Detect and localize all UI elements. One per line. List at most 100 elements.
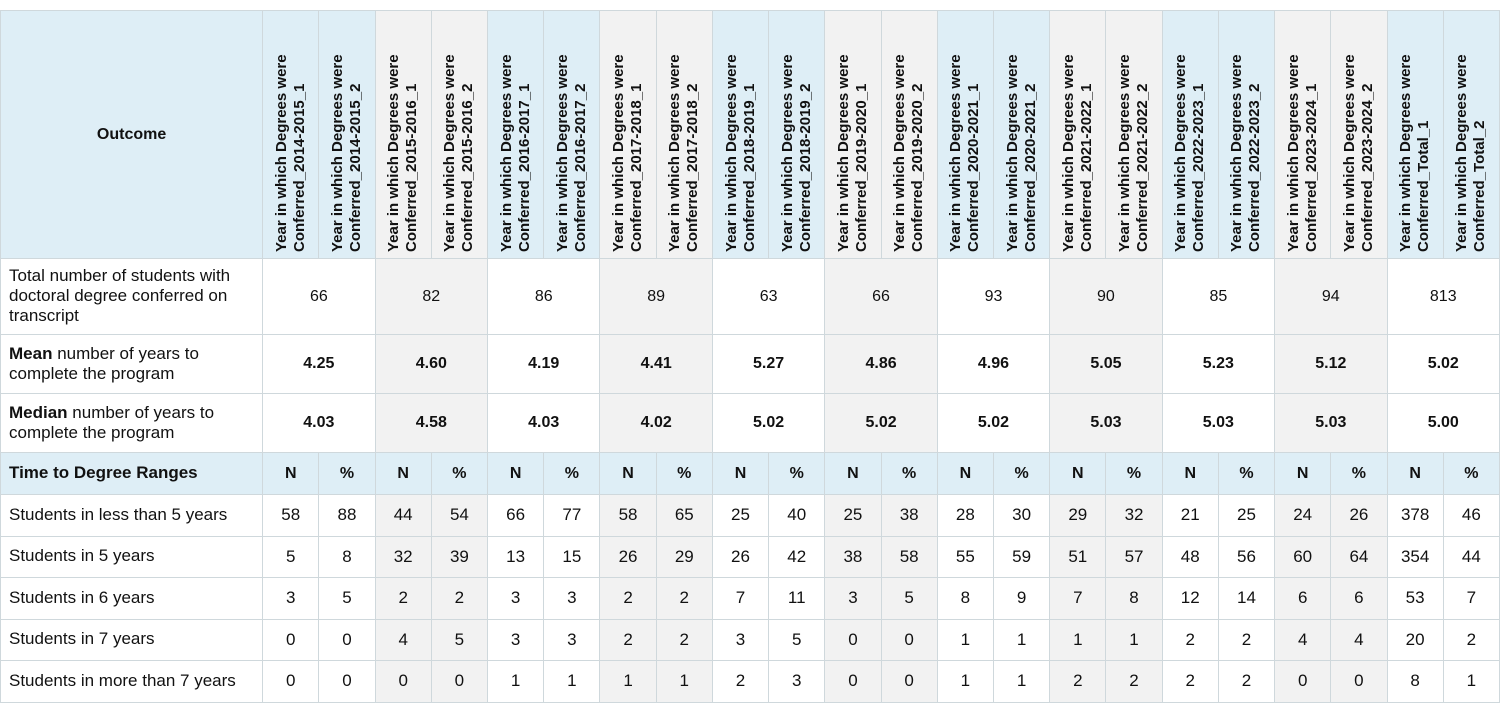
mean-years-value: 5.02 xyxy=(1386,334,1500,394)
percent-column-label: % xyxy=(992,452,1051,495)
column-header-text: Year in which Degrees were Conferred_202… xyxy=(1003,54,1039,252)
range-count-cell: 60 xyxy=(1274,535,1332,578)
median-years-value: 4.03 xyxy=(487,393,601,453)
range-count-cell: 1 xyxy=(1049,618,1107,661)
column-header-text: Year in which Degrees were Conferred_202… xyxy=(1172,54,1208,252)
range-row: Students in 6 years 3 5 2 2 3 3 2 2 7 11 3 5 8 9 7 8 12 14… xyxy=(0,577,1500,620)
range-count-cell: 28 xyxy=(936,494,994,537)
range-percent-cell: 39 xyxy=(430,535,489,578)
range-count-cell: 4 xyxy=(1274,618,1332,661)
column-header: Year in which Degrees were Conferred_202… xyxy=(1105,10,1163,259)
column-header: Year in which Degrees were Conferred_201… xyxy=(318,10,376,259)
percent-column-label: % xyxy=(655,452,713,495)
column-header: Year in which Degrees were Conferred_201… xyxy=(487,10,545,259)
column-header-text: Year in which Degrees were Conferred_202… xyxy=(947,54,983,252)
range-count-cell: 25 xyxy=(711,494,770,537)
range-percent-cell: 65 xyxy=(655,494,713,537)
range-count-cell: 354 xyxy=(1386,535,1444,578)
column-header-text: Year in which Degrees were Conferred_201… xyxy=(722,54,758,252)
range-percent-cell: 42 xyxy=(768,535,826,578)
column-header-text: Year in which Degrees were Conferred_202… xyxy=(1116,54,1152,252)
column-header: Year in which Degrees were Conferred_202… xyxy=(1274,10,1332,259)
column-header-text: Year in which Degrees were Conferred_201… xyxy=(553,54,589,252)
median-label-rest: number of years to complete the program xyxy=(9,402,215,442)
range-percent-cell: 1 xyxy=(655,660,713,703)
percent-column-label: % xyxy=(880,452,938,495)
column-header: Year in which Degrees were Conferred_201… xyxy=(655,10,713,259)
range-count-cell: 1 xyxy=(487,660,545,703)
range-count-cell: 0 xyxy=(1274,660,1332,703)
range-percent-cell: 30 xyxy=(992,494,1051,537)
column-header-text: Year in which Degrees were Conferred_202… xyxy=(1059,54,1095,252)
n-column-label: N xyxy=(936,452,994,495)
column-header: Year in which Degrees were Conferred_201… xyxy=(824,10,882,259)
range-percent-cell: 9 xyxy=(992,577,1051,620)
range-count-cell: 38 xyxy=(824,535,882,578)
range-percent-cell: 5 xyxy=(430,618,489,661)
range-percent-cell: 7 xyxy=(1442,577,1500,620)
range-percent-cell: 8 xyxy=(318,535,376,578)
median-years-value: 5.02 xyxy=(936,393,1051,453)
range-percent-cell: 3 xyxy=(543,618,601,661)
range-count-cell: 66 xyxy=(487,494,545,537)
column-header-text: Year in which Degrees were Conferred_201… xyxy=(328,54,364,252)
median-years-value: 5.03 xyxy=(1161,393,1276,453)
range-percent-cell: 1 xyxy=(1442,660,1500,703)
column-header-text: Year in which Degrees were Conferred_Tot… xyxy=(1453,54,1489,252)
range-percent-cell: 0 xyxy=(318,660,376,703)
mean-years-value: 5.23 xyxy=(1161,334,1276,394)
outcome-header: Outcome xyxy=(0,10,264,259)
range-row-label: Students in 5 years xyxy=(0,535,264,578)
mean-label-rest: number of years to complete the program xyxy=(9,343,199,383)
range-count-cell: 58 xyxy=(599,494,657,537)
column-header: Year in which Degrees were Conferred_201… xyxy=(599,10,657,259)
ranges-header-label: Time to Degree Ranges xyxy=(0,452,264,495)
range-count-cell: 51 xyxy=(1049,535,1107,578)
range-count-cell: 2 xyxy=(1161,618,1219,661)
percent-column-label: % xyxy=(1442,452,1500,495)
column-header: Year in which Degrees were Conferred_201… xyxy=(711,10,770,259)
median-years-value: 4.03 xyxy=(262,393,376,453)
range-count-cell: 2 xyxy=(711,660,770,703)
range-row: Students in 7 years 0 0 4 5 3 3 2 2 3 5 0 0 1 1 1 1 2 2 4 4 2… xyxy=(0,618,1500,661)
range-count-cell: 3 xyxy=(262,577,320,620)
range-count-cell: 24 xyxy=(1274,494,1332,537)
range-count-cell: 3 xyxy=(487,618,545,661)
total-students-value: 82 xyxy=(374,258,489,335)
range-percent-cell: 14 xyxy=(1217,577,1276,620)
range-row-label: Students in less than 5 years xyxy=(0,494,264,537)
column-header: Year in which Degrees were Conferred_201… xyxy=(430,10,489,259)
mean-years-value: 5.12 xyxy=(1274,334,1388,394)
range-count-cell: 1 xyxy=(936,660,994,703)
column-header: Year in which Degrees were Conferred_202… xyxy=(1049,10,1107,259)
range-percent-cell: 2 xyxy=(1105,660,1163,703)
range-percent-cell: 64 xyxy=(1330,535,1388,578)
range-percent-cell: 40 xyxy=(768,494,826,537)
column-header: Year in which Degrees were Conferred_202… xyxy=(1330,10,1388,259)
range-row: Students in less than 5 years 58 88 44 54 66 7… xyxy=(0,494,1500,537)
column-header: Year in which Degrees were Conferred_Tot… xyxy=(1386,10,1444,259)
column-header-text: Year in which Degrees were Conferred_201… xyxy=(666,54,702,252)
n-column-label: N xyxy=(824,452,882,495)
total-students-label: Total number of students with doctoral d… xyxy=(0,258,264,335)
range-percent-cell: 77 xyxy=(543,494,601,537)
range-count-cell: 2 xyxy=(1161,660,1219,703)
range-percent-cell: 6 xyxy=(1330,577,1388,620)
range-percent-cell: 0 xyxy=(880,618,938,661)
column-header: Year in which Degrees were Conferred_Tot… xyxy=(1442,10,1500,259)
range-count-cell: 55 xyxy=(936,535,994,578)
range-count-cell: 13 xyxy=(487,535,545,578)
column-header: Year in which Degrees were Conferred_201… xyxy=(768,10,826,259)
median-years-value: 5.02 xyxy=(711,393,826,453)
mean-label-bold: Mean xyxy=(9,343,53,363)
percent-column-label: % xyxy=(1217,452,1276,495)
header-row: Outcome Year in which Degrees were Confe… xyxy=(0,10,1500,259)
range-percent-cell: 57 xyxy=(1105,535,1163,578)
range-row-label: Students in 7 years xyxy=(0,618,264,661)
range-count-cell: 2 xyxy=(599,577,657,620)
range-count-cell: 44 xyxy=(374,494,432,537)
range-percent-cell: 59 xyxy=(992,535,1051,578)
range-count-cell: 32 xyxy=(374,535,432,578)
range-percent-cell: 15 xyxy=(543,535,601,578)
percent-column-label: % xyxy=(768,452,826,495)
